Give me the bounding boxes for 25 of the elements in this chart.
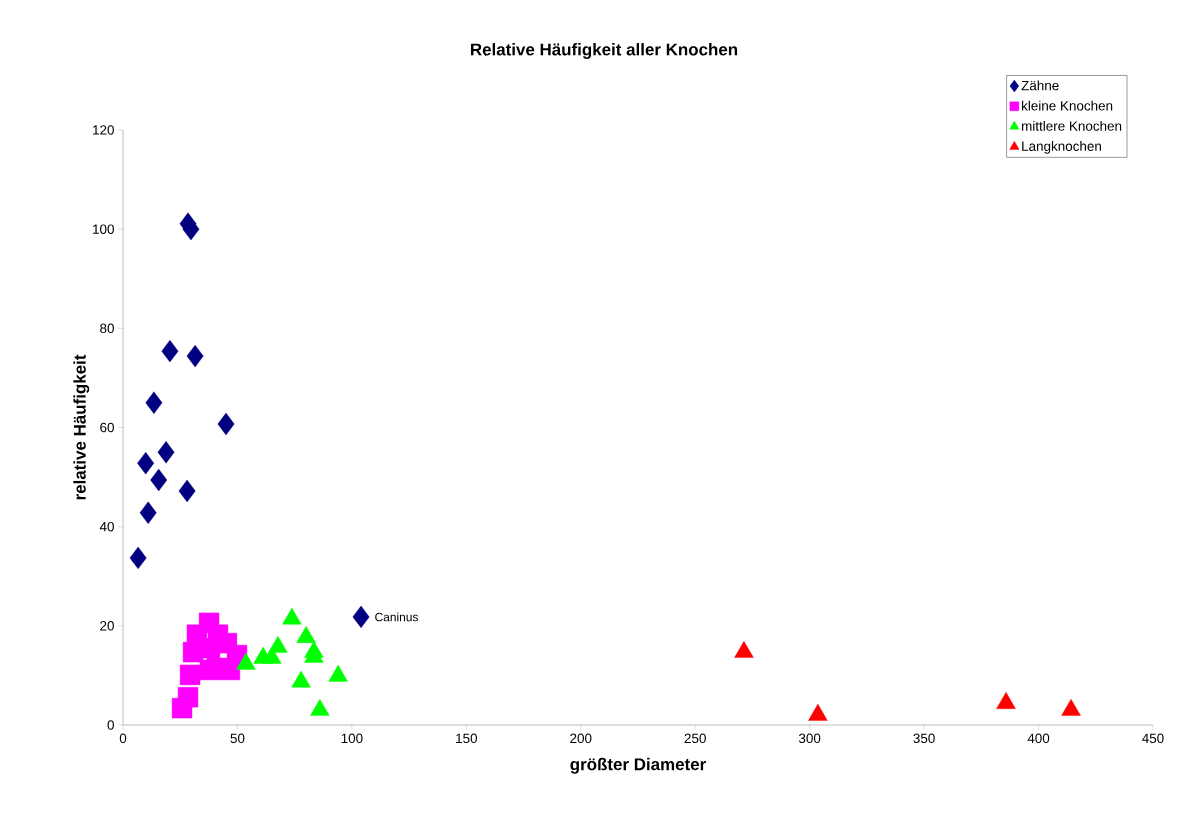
x-tick-label: 300: [798, 733, 821, 744]
legend-label: mittlere Knochen: [1022, 120, 1122, 131]
x-tick-label: 400: [1027, 733, 1050, 744]
legend-label: Zähne: [1021, 80, 1059, 91]
annotation: Caninus: [375, 612, 418, 622]
x-tick-label: 350: [913, 733, 935, 744]
x-tick-label: 50: [230, 733, 245, 744]
x-tick-label: 250: [684, 733, 706, 744]
x-tick-label: 100: [341, 733, 363, 744]
y-tick-label: 120: [93, 125, 114, 135]
y-axis-title: relative Häufigkeit: [73, 354, 90, 500]
y-tick-label: 20: [100, 621, 114, 631]
y-tick-label: 60: [100, 422, 114, 433]
legend-label: Langknochen: [1022, 141, 1101, 154]
y-tick-label: 0: [107, 720, 114, 730]
x-tick-label: 200: [570, 733, 592, 744]
legend-label: kleine Knochen: [1022, 100, 1113, 111]
y-tick-label: 40: [99, 521, 114, 532]
chart-title: Relative Häufigkeit aller Knochen: [471, 43, 738, 59]
y-tick-label: 100: [93, 224, 114, 234]
y-tick-label: 80: [100, 323, 114, 334]
x-axis-title: größter Diameter: [570, 757, 706, 774]
x-tick-label: 150: [456, 733, 478, 744]
x-tick-label: 0: [119, 733, 127, 744]
x-tick-label: 450: [1142, 733, 1164, 744]
